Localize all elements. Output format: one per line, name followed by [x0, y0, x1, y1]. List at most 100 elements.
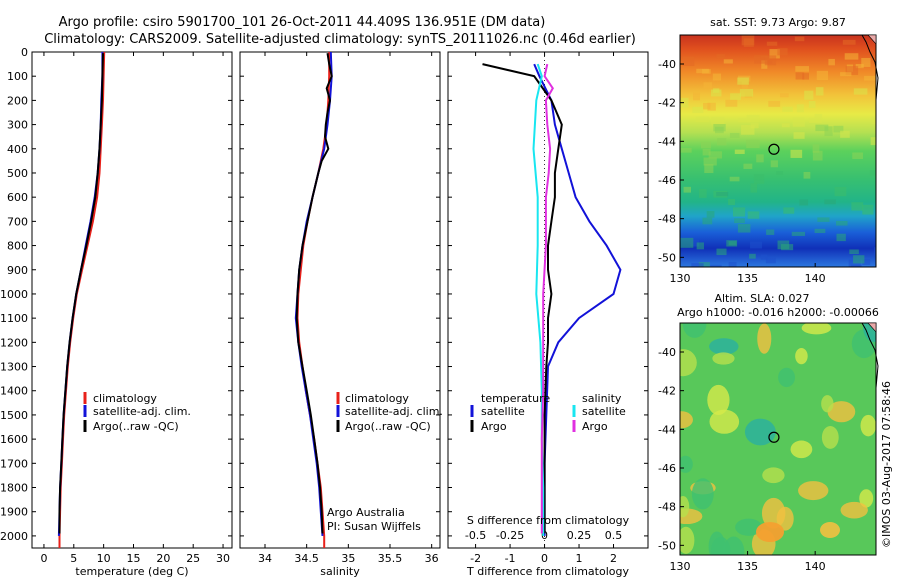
sst-texture-cell [815, 87, 824, 96]
sla-texture-blob [827, 401, 856, 423]
sst-texture-cell [725, 99, 738, 107]
sst-texture-cell [802, 73, 809, 80]
figure-title-line2: Climatology: CARS2009. Satellite-adjuste… [44, 32, 636, 47]
x-axis-label: T difference from climatology [466, 565, 629, 578]
sst-texture-cell [795, 72, 805, 80]
sst-texture-cell [683, 186, 692, 193]
sst-texture-cell [746, 114, 760, 123]
sst-texture-cell [871, 116, 876, 125]
x-tick-label: 36 [425, 552, 439, 565]
y-tick-label: 0 [21, 46, 28, 59]
sst-texture-cell [790, 149, 803, 158]
sst-texture-cell [864, 75, 876, 81]
x-tick-label: 30 [216, 552, 230, 565]
sst-texture-cell [768, 100, 781, 107]
s-difference-axis-label: S difference from climatology [467, 514, 630, 527]
x-tick-label: 15 [126, 552, 140, 565]
sst-texture-cell [853, 255, 865, 264]
panel-2: 34 34.5 35 35.5 36 salinity [239, 51, 441, 578]
y-tick-label: 1800 [0, 482, 28, 495]
sst-texture-cell [794, 36, 805, 42]
sla-texture-blob [707, 384, 730, 416]
sst-y-tick-label: -42 [658, 97, 676, 110]
sst-texture-cell [782, 106, 793, 112]
sst-texture-cell [812, 144, 820, 153]
sla-texture-blob [801, 323, 832, 335]
sst-texture-cell [703, 82, 712, 89]
sst-texture-cell [682, 56, 695, 67]
series-line-argo-salinity [540, 63, 554, 534]
sla-x-tick-label: 140 [805, 560, 826, 573]
sla-texture-blob [711, 536, 731, 555]
legend-label-satellite: satellite-adj. clim. [345, 405, 443, 418]
sla-map-subtitle: Argo h1000: -0.016 h2000: -0.00066 [677, 306, 879, 319]
series-line-climatology [58, 51, 106, 548]
x-tick-label: 0 [541, 552, 548, 565]
sst-texture-cell [713, 88, 720, 93]
sla-texture-blob [821, 425, 839, 449]
sst-texture-cell [849, 249, 859, 255]
sst-texture-cell [874, 247, 876, 257]
sst-texture-cell [836, 220, 848, 226]
sst-texture-cell [862, 204, 874, 215]
sst-texture-cell [817, 217, 830, 222]
sst-texture-cell [749, 253, 756, 259]
sst-texture-cell [777, 48, 788, 56]
y-tick-label: 1100 [0, 312, 28, 325]
sla-map-field [680, 323, 876, 555]
sst-x-tick-label: 140 [805, 272, 826, 285]
sla-argo-marker [768, 431, 780, 443]
sst-texture-cell [743, 163, 753, 169]
x-tick-label: 35.5 [378, 552, 403, 565]
sst-texture-cell [808, 100, 816, 108]
sla-texture-blob [680, 526, 695, 554]
x-tick-label: -1 [505, 552, 516, 565]
sla-texture-blob [795, 347, 808, 365]
sst-texture-cell [702, 217, 713, 225]
sla-x-tick-label: 130 [670, 560, 691, 573]
sst-texture-cell [766, 41, 778, 46]
sst-texture-cell [692, 106, 704, 114]
y-tick-label: 1300 [0, 361, 28, 374]
y-tick-label: 400 [7, 143, 28, 156]
sst-texture-cell [828, 58, 835, 66]
sst-y-tick-label: -40 [658, 58, 676, 71]
sst-y-tick-label: -48 [658, 213, 676, 226]
sla-texture-blob [860, 414, 876, 437]
sst-map-ticks: 130 135 140 -40 -42 -44 -46 -48 -50 [658, 58, 826, 285]
x-tick-label: 0 [40, 552, 47, 565]
x-axis-label: temperature (deg C) [75, 565, 188, 578]
sst-texture-cell [680, 97, 689, 108]
x-tick-label: 20 [156, 552, 170, 565]
sst-texture-cell [770, 160, 778, 168]
top-x-tick-label: -0.25 [496, 529, 524, 542]
sst-texture-cell [728, 241, 737, 246]
sst-texture-cell [741, 35, 755, 46]
sst-texture-cell [703, 102, 711, 110]
sst-texture-cell [696, 68, 709, 74]
y-tick-label: 1000 [0, 288, 28, 301]
sst-texture-cell [781, 244, 794, 251]
sst-texture-cell [753, 174, 765, 184]
series-line-argo-temperature [482, 63, 563, 534]
sst-texture-cell [716, 192, 729, 197]
y-tick-label: 700 [7, 215, 28, 228]
sst-texture-cell [833, 125, 844, 133]
y-tick-label: 200 [7, 94, 28, 107]
sla-map-title: Altim. SLA: 0.027 [714, 292, 809, 305]
sst-texture-cell [730, 93, 741, 100]
sst-map-frame [679, 34, 877, 268]
sst-texture-cell [710, 264, 722, 267]
sst-texture-cell [870, 137, 876, 146]
sst-texture-cell [814, 113, 823, 119]
series-line-satellite-temperature [533, 63, 622, 536]
y-tick-label: 900 [7, 264, 28, 277]
sla-map-frame [679, 322, 877, 556]
sst-texture-cell [844, 53, 859, 60]
sst-texture-cell [700, 141, 711, 149]
sst-texture-cell [824, 199, 836, 205]
sla-texture-blob [682, 323, 707, 338]
sst-texture-cell [737, 77, 749, 85]
sla-texture-blob [680, 349, 697, 377]
